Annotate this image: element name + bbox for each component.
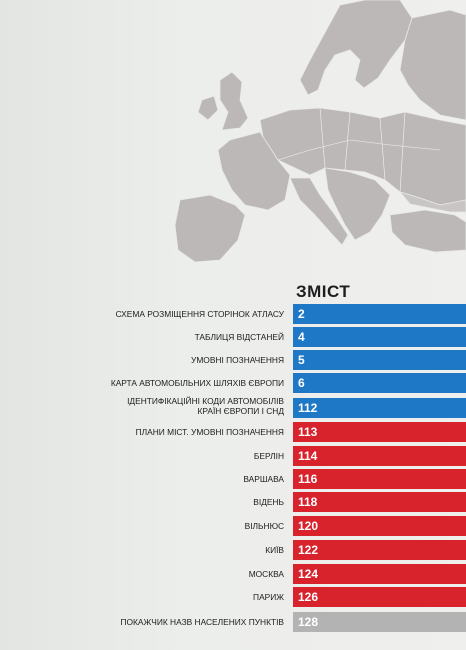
toc-row[interactable]: СХЕМА РОЗМІЩЕННЯ СТОРІНОК АТЛАСУ 2 [0,304,466,324]
page-number: 5 [298,353,305,367]
toc-label-line-2: КРАЇН ЄВРОПИ І СНД [197,406,284,416]
toc-row[interactable]: УМОВНІ ПОЗНАЧЕННЯ 5 [0,350,466,370]
toc-label: КИЇВ [265,545,284,555]
page-number-bar: 120 [293,516,466,536]
page-number-bar: 122 [293,540,466,560]
page-number-bar: 2 [293,304,466,324]
page-number: 116 [298,472,318,486]
toc-row[interactable]: ПЛАНИ МІСТ. УМОВНІ ПОЗНАЧЕННЯ 113 [0,422,466,442]
page-number: 124 [298,567,319,581]
toc-row[interactable]: ПОКАЖЧИК НАЗВ НАСЕЛЕНИХ ПУНКТІВ 128 [0,612,466,632]
toc-row[interactable]: ВАРШАВА 116 [0,469,466,489]
toc-label: СХЕМА РОЗМІЩЕННЯ СТОРІНОК АТЛАСУ [115,309,284,319]
toc-row[interactable]: ВІЛЬНЮС 120 [0,516,466,536]
contents-title: ЗМІСТ [296,282,351,301]
toc-row[interactable]: ІДЕНТИФІКАЦІЙНІ КОДИ АВТОМОБІЛІВ КРАЇН Є… [0,396,466,418]
page-number-bar: 113 [293,422,466,442]
page-number: 114 [298,449,318,463]
page-number-bar: 4 [293,327,466,347]
page-number-bar: 118 [293,492,466,512]
toc-label: ПАРИЖ [253,592,284,602]
toc-row[interactable]: БЕРЛІН 114 [0,446,466,466]
toc-label: ПОКАЖЧИК НАЗВ НАСЕЛЕНИХ ПУНКТІВ [120,617,285,627]
toc-row[interactable]: КИЇВ 122 [0,540,466,560]
toc-row[interactable]: МОСКВА 124 [0,564,466,584]
toc-label: ІДЕНТИФІКАЦІЙНІ КОДИ АВТОМОБІЛІВ КРАЇН Є… [127,394,284,418]
toc-row[interactable]: ВІДЕНЬ 118 [0,492,466,512]
toc-label: КАРТА АВТОМОБІЛЬНИХ ШЛЯХІВ ЄВРОПИ [110,378,284,388]
toc-label: МОСКВА [248,569,284,579]
toc-row[interactable]: ПАРИЖ 126 [0,587,466,607]
page-number: 118 [298,495,318,509]
page-number: 126 [298,590,319,604]
europe-map [174,0,466,263]
page-number: 2 [298,307,305,321]
page-number: 122 [298,543,319,557]
toc-label: ВІДЕНЬ [253,497,284,507]
page-number-bar: 5 [293,350,466,370]
page-number-bar: 114 [293,446,466,466]
page-number-bar: 116 [293,469,466,489]
page-number: 112 [298,401,318,415]
toc-label: ТАБЛИЦЯ ВІДСТАНЕЙ [194,332,284,342]
page-number: 120 [298,519,319,533]
toc-label: УМОВНІ ПОЗНАЧЕННЯ [191,355,284,365]
toc-label: БЕРЛІН [253,451,284,461]
page-number: 4 [298,330,305,344]
toc-row[interactable]: КАРТА АВТОМОБІЛЬНИХ ШЛЯХІВ ЄВРОПИ 6 [0,373,466,393]
toc-label: ВІЛЬНЮС [244,521,284,531]
toc-row[interactable]: ТАБЛИЦЯ ВІДСТАНЕЙ 4 [0,327,466,347]
page-number: 6 [298,376,305,390]
page-number-bar: 6 [293,373,466,393]
page-number: 128 [298,615,319,629]
toc-label-line-1: ІДЕНТИФІКАЦІЙНІ КОДИ АВТОМОБІЛІВ [127,396,284,406]
toc-label: ПЛАНИ МІСТ. УМОВНІ ПОЗНАЧЕННЯ [135,427,284,437]
page-number-bar: 124 [293,564,466,584]
page-number-bar: 128 [293,612,466,632]
page-number-bar: 126 [293,587,466,607]
toc-label: ВАРШАВА [243,474,284,484]
page-number-bar: 112 [293,398,466,418]
page-number: 113 [298,425,318,439]
